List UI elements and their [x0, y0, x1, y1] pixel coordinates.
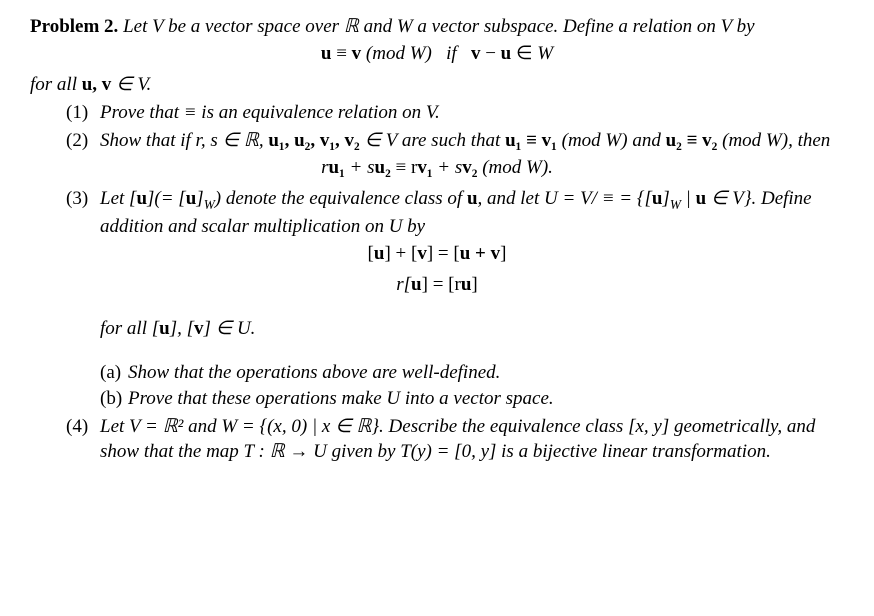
item-3a-body: Show that the operations above are well-…	[128, 360, 844, 385]
equation-item-3-scalar: r[u] = [ru]	[30, 272, 844, 297]
item-4-body: Let V = ℝ² and W = {(x, 0) | x ∈ ℝ}. Des…	[100, 414, 844, 464]
item-3b: (b) Prove that these operations make U i…	[100, 386, 844, 411]
item-2: (2) Show that if r, s ∈ ℝ, u₁, u₂, v₁, v…	[66, 128, 844, 153]
problem-page: Problem 2. Let V be a vector space over …	[0, 0, 874, 616]
item-3a-marker: (a)	[100, 360, 128, 385]
item-3: (3) Let [u](= [u]W) denote the equivalen…	[66, 186, 844, 238]
item-2-body: Show that if r, s ∈ ℝ, u₁, u₂, v₁, v₂ ∈ …	[100, 128, 844, 153]
item-3-forall: for all [u], [v] ∈ U.	[100, 316, 844, 341]
item-1-body: Prove that ≡ is an equivalence relation …	[100, 100, 844, 125]
problem-intro: Problem 2. Let V be a vector space over …	[30, 14, 844, 39]
item-1-marker: (1)	[66, 100, 100, 125]
problem-label: Problem 2.	[30, 16, 118, 37]
item-3-body: Let [u](= [u]W) denote the equivalence c…	[100, 186, 844, 238]
item-4: (4) Let V = ℝ² and W = {(x, 0) | x ∈ ℝ}.…	[66, 414, 844, 464]
item-3-marker: (3)	[66, 186, 100, 238]
item-3b-body: Prove that these operations make U into …	[128, 386, 844, 411]
item-4-marker: (4)	[66, 414, 100, 464]
intro-text-2: for all u, v ∈ V.	[30, 72, 844, 97]
item-3a: (a) Show that the operations above are w…	[100, 360, 844, 385]
equation-item-2: ru₁ + su₂ ≡ rv₁ + sv₂ (mod W).	[30, 155, 844, 180]
item-3b-marker: (b)	[100, 386, 128, 411]
item-1: (1) Prove that ≡ is an equivalence relat…	[66, 100, 844, 125]
intro-text-1: Let V be a vector space over ℝ and W a v…	[123, 16, 755, 37]
item-2-marker: (2)	[66, 128, 100, 153]
equation-item-3-add: [u] + [v] = [u + v]	[30, 241, 844, 266]
equation-congruence-def: u ≡ v (mod W) if v − u ∈ W	[30, 41, 844, 66]
